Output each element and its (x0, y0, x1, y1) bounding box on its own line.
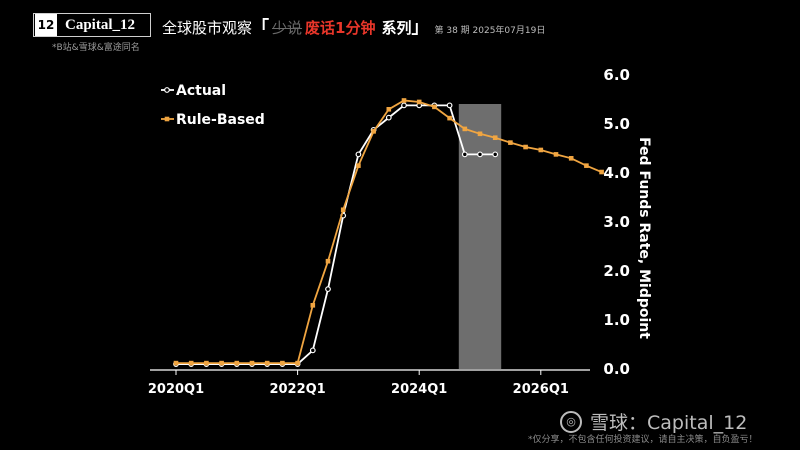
x-tick-label: 2024Q1 (391, 382, 447, 397)
title-main: 全球股市观察 (162, 19, 253, 37)
y-tick-label: 0.0 (603, 360, 630, 378)
y-axis-label: Fed Funds Rate, Midpoint (636, 137, 652, 339)
actual-point (477, 151, 483, 158)
y-tick-label: 2.0 (603, 262, 630, 280)
rule-based-point (584, 163, 589, 168)
rule-based-point (173, 360, 179, 366)
legend-label: Actual (176, 83, 226, 99)
rule-based-line (176, 99, 602, 365)
rule-based-point (264, 360, 270, 366)
snowball-logo-icon: ◎ (560, 410, 582, 433)
rule-based-point (386, 107, 392, 112)
title-strike: 少说 (272, 19, 303, 37)
legend-marker (164, 87, 170, 93)
rule-based-point (447, 115, 452, 121)
rule-based-point (553, 152, 559, 157)
page-title: 全球股市观察 「 少说 废话1分钟 系列 」 第 38 期 2025年07月19… (162, 13, 545, 38)
title-highlight: 废话1分钟 (305, 19, 376, 37)
rule-based-point (477, 131, 483, 137)
bracket-open: 「 (252, 18, 270, 38)
rule-based-point (234, 360, 240, 366)
y-tick-label: 5.0 (603, 115, 630, 133)
rule-based-point (310, 303, 316, 308)
rule-based-point (340, 207, 346, 213)
actual-point (325, 286, 331, 293)
legend-label: Rule-Based (176, 112, 265, 128)
brand-badge: 12 Capital_12 (33, 13, 151, 37)
rule-based-point (249, 360, 255, 366)
actual-point (355, 151, 362, 158)
bracket-close: 」 (411, 18, 429, 38)
rule-based-point (280, 360, 285, 366)
rule-based-point (462, 126, 468, 132)
brand-name: Capital_12 (65, 16, 136, 33)
sub-note: *B站&雪球&富途同名 (52, 43, 140, 53)
rule-based-point (371, 129, 376, 134)
actual-point (492, 151, 499, 158)
rule-based-point (295, 360, 300, 366)
disclaimer: *仅分享，不包含任何投资建议，请自主决策，自负盈亏！ (528, 435, 758, 445)
y-tick-label: 3.0 (603, 213, 630, 231)
rule-based-point (432, 104, 437, 110)
rule-based-point (492, 135, 498, 141)
y-tick-label: 1.0 (603, 311, 630, 329)
rule-based-point (188, 360, 194, 366)
rule-based-point (508, 140, 513, 145)
rule-based-point (219, 360, 224, 366)
rule-based-point (401, 98, 407, 103)
rule-based-point (599, 169, 604, 175)
actual-point (446, 102, 453, 109)
rule-based-point (416, 99, 422, 105)
rule-based-point (325, 258, 331, 264)
actual-line (176, 104, 496, 366)
legend-marker (164, 116, 170, 122)
rule-based-point (538, 147, 544, 153)
x-tick-label: 2020Q1 (148, 382, 204, 397)
title-series: 系列 (381, 19, 412, 37)
actual-point (385, 114, 392, 121)
actual-point (401, 102, 407, 109)
rule-based-point (356, 163, 361, 168)
actual-point (461, 151, 468, 158)
y-tick-label: 4.0 (603, 164, 630, 182)
watermark: ◎ 雪球：Capital_12 (560, 408, 747, 435)
actual-point (309, 347, 316, 354)
y-tick-label: 6.0 (603, 66, 630, 84)
rule-based-point (568, 156, 574, 161)
shaded-region (458, 104, 502, 369)
x-tick-label: 2022Q1 (269, 382, 325, 397)
x-tick-label: 2026Q1 (513, 382, 569, 397)
watermark-text: 雪球：Capital_12 (590, 412, 748, 434)
rule-based-point (523, 144, 528, 150)
rule-based-point (204, 360, 209, 366)
issue-date: 第 38 期 2025年07月19日 (434, 26, 546, 36)
brand-logo-icon: 12 (35, 14, 57, 36)
